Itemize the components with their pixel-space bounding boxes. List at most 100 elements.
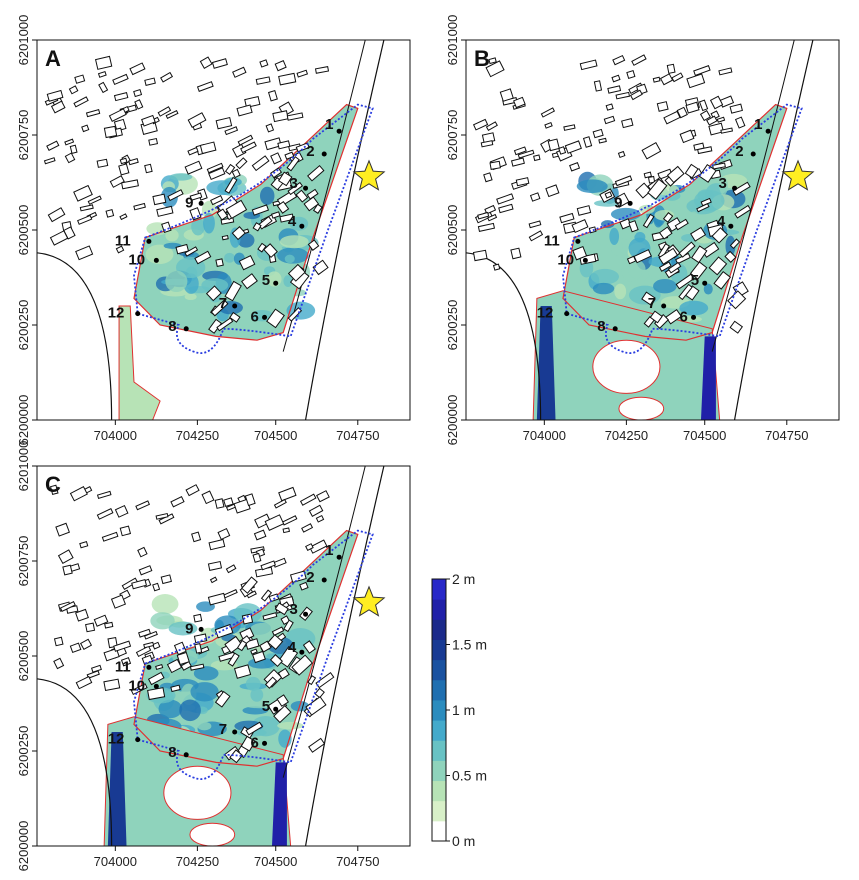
building (615, 91, 631, 100)
building (477, 211, 490, 220)
depth-legend: 2 m 1.5 m 1 m 0.5 m 0 m (431, 571, 487, 849)
building (287, 181, 304, 196)
flood-cell (165, 270, 188, 293)
building (286, 156, 300, 172)
building (244, 493, 256, 507)
legend-swatch (432, 659, 446, 681)
point-label-6: 6 (251, 308, 259, 325)
building (635, 182, 652, 199)
building (696, 202, 710, 213)
building (208, 167, 226, 181)
point-label-5: 5 (262, 698, 270, 715)
building (189, 663, 205, 671)
x-tick-label: 704500 (254, 854, 297, 869)
building (675, 273, 695, 290)
coastline-east (304, 466, 385, 846)
building (121, 179, 139, 190)
point-marker (303, 185, 309, 191)
point-marker (765, 128, 771, 134)
point-label-10: 10 (128, 677, 145, 694)
point-marker (135, 737, 141, 743)
building (656, 101, 669, 112)
flood-cell (151, 594, 179, 615)
building (281, 515, 298, 526)
building (231, 168, 241, 179)
building (216, 317, 234, 332)
flood-cell (614, 283, 627, 300)
building (708, 122, 725, 136)
point-label-10: 10 (557, 251, 574, 268)
point-label-11: 11 (544, 232, 560, 249)
building (315, 672, 335, 689)
point-marker (582, 257, 588, 263)
legend-swatch (432, 780, 446, 802)
building (119, 213, 128, 221)
building (658, 226, 673, 240)
building (685, 101, 700, 114)
building (563, 124, 576, 131)
legend-swatch (432, 699, 446, 721)
point-label-5: 5 (691, 272, 699, 289)
building (81, 124, 90, 133)
building (510, 247, 522, 260)
building (273, 705, 292, 724)
building (306, 188, 319, 200)
building (108, 108, 127, 122)
point-label-3: 3 (290, 601, 298, 618)
building (545, 184, 560, 198)
building (278, 646, 299, 668)
building (165, 110, 179, 120)
building (49, 230, 69, 246)
building (184, 160, 203, 175)
building (235, 157, 248, 170)
building (312, 259, 329, 276)
flood-cell (719, 177, 728, 195)
point-label-2: 2 (306, 143, 314, 160)
building (529, 192, 541, 202)
point-marker (321, 151, 327, 157)
point-label-3: 3 (719, 175, 727, 192)
building (569, 162, 581, 172)
building (309, 539, 328, 554)
building (267, 634, 284, 650)
x-tick-label: 704000 (94, 854, 137, 869)
legend-swatch (432, 760, 446, 782)
x-tick-label: 704500 (683, 428, 726, 443)
building (103, 125, 118, 139)
y-tick-label: 6201000 (16, 441, 31, 492)
building (251, 204, 270, 216)
building (75, 245, 94, 261)
point-marker (321, 577, 327, 583)
building (85, 109, 101, 118)
building (641, 291, 656, 306)
point-marker (303, 611, 309, 617)
building (85, 622, 96, 633)
building (544, 121, 553, 129)
building (130, 683, 148, 696)
legend-label: 1.5 m (452, 637, 487, 653)
building (663, 110, 681, 125)
building (107, 636, 118, 649)
building (252, 222, 262, 232)
building (214, 498, 225, 509)
building (709, 95, 724, 110)
building (96, 490, 112, 499)
legend-swatch (432, 679, 446, 701)
building (224, 280, 242, 302)
flood-cell (224, 252, 235, 263)
building (69, 486, 88, 502)
building (148, 137, 159, 146)
building (278, 486, 297, 502)
building (103, 678, 121, 692)
flood-deep-west (536, 306, 556, 420)
building (253, 529, 267, 541)
building (271, 626, 285, 636)
building (547, 138, 560, 152)
building (87, 195, 102, 205)
building (229, 311, 241, 323)
flood-cell (284, 254, 295, 264)
building (528, 220, 542, 229)
point-marker (273, 706, 279, 712)
building (720, 127, 734, 134)
